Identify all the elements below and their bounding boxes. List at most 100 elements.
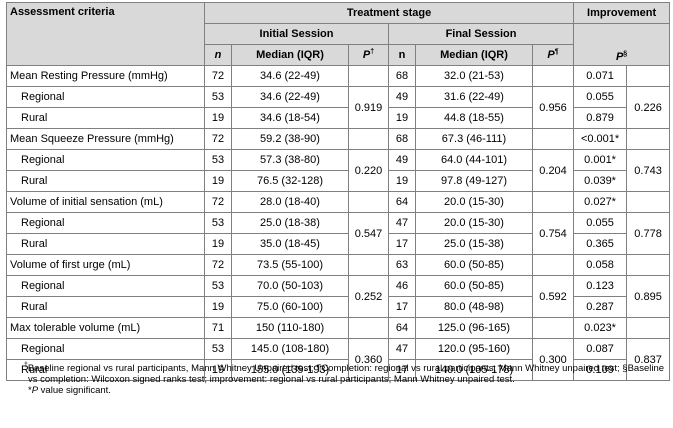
final-n-cell: 17 <box>388 296 416 318</box>
initial-n-cell: 72 <box>204 191 232 213</box>
improvement-header-text: Improvement <box>587 7 657 19</box>
table-row: Rural 19 35.0 (18-45) 17 25.0 (15-38) 0.365 <box>6 233 670 255</box>
final-p-header: P¶ <box>531 44 575 66</box>
final-median-cell: 140.0 (105-178) <box>415 359 533 381</box>
final-p-cell: 0.592 <box>531 275 575 318</box>
initial-n-cell: 19 <box>204 107 232 129</box>
table-row: Max tolerable volume (mL) 71 150 (110-180)… <box>6 317 671 339</box>
criteria-label: Volume of first urge (mL) <box>6 254 205 276</box>
initial-n-cell: 53 <box>204 275 232 297</box>
table-row: Regional 53 25.0 (18-38) 0.547 47 20.0 (15-30… <box>6 212 671 255</box>
initial-p-cell: 0.252 <box>348 275 389 318</box>
final-n-cell: 47 <box>388 338 416 360</box>
results-table: Assessment criteria Treatment stage Impr… <box>6 2 671 381</box>
final-p-blank <box>531 65 575 87</box>
final-p-cell: 0.754 <box>531 212 575 255</box>
table-row: Mean Resting Pressure (mmHg) 72 34.6 (22-4… <box>6 65 671 87</box>
improvement-p-cell: 0.879 <box>573 107 628 129</box>
table-container: Assessment criteria Treatment stage Impr… <box>6 2 671 381</box>
table-row: Rural 19 34.6 (18-54) 19 44.8 (18-55) 0.879 <box>6 107 670 129</box>
initial-p-blank <box>348 128 389 150</box>
criteria-label: Max tolerable volume (mL) <box>6 317 205 339</box>
footnotes: †Baseline regional vs rural participants… <box>8 361 668 396</box>
initial-median-cell: 34.6 (22-49) <box>231 86 349 108</box>
initial-n-cell: 19 <box>204 170 232 192</box>
final-median-cell: 60.0 (50-85) <box>415 254 533 276</box>
improvement-group-blank <box>626 65 671 87</box>
improvement-p-cell: 0.365 <box>573 233 628 255</box>
improvement-p-letter: P <box>615 51 624 63</box>
final-p-blank <box>531 128 575 150</box>
final-n-cell: 17 <box>388 233 416 255</box>
footnote-mark: † <box>24 361 28 369</box>
initial-median-cell: 73.5 (55-100) <box>231 254 349 276</box>
initial-n-cell: 53 <box>204 149 232 171</box>
initial-median-cell: 70.0 (50-103) <box>231 275 349 297</box>
initial-p-blank <box>348 191 389 213</box>
final-p-mark: ¶ <box>554 48 559 56</box>
initial-n-cell: 53 <box>204 212 232 234</box>
final-median-cell: 125.0 (96-165) <box>415 317 533 339</box>
initial-n-cell: 72 <box>204 65 232 87</box>
final-p-blank <box>531 317 575 339</box>
improvement-p-cell: 0.023* <box>573 317 628 339</box>
final-median-cell: 97.8 (49-127) <box>415 170 533 192</box>
table-row: Regional 53 145.0 (108-180) 0.360 47 120.0 (9… <box>6 338 671 381</box>
improvement-group-blank <box>626 254 671 276</box>
initial-median-cell: 155.0 (139-193) <box>231 359 349 381</box>
initial-p-mark: † <box>370 48 375 56</box>
final-median-cell: 64.0 (44-101) <box>415 149 533 171</box>
improvement-header: Improvement <box>573 2 671 24</box>
initial-median-cell: 75.0 (60-100) <box>231 296 349 318</box>
initial-median-cell: 35.0 (18-45) <box>231 233 349 255</box>
final-median-cell: 20.0 (15-30) <box>415 191 533 213</box>
table-row: Volume of first urge (mL) 72 73.5 (55-100)… <box>6 254 671 276</box>
initial-median-text: Median (IQR) <box>256 49 324 61</box>
final-median-cell: 80.0 (48-98) <box>415 296 533 318</box>
criteria-label: Regional <box>6 86 205 108</box>
table-body: Mean Resting Pressure (mmHg) 72 34.6 (22-4… <box>6 65 671 381</box>
final-median-cell: 44.8 (18-55) <box>415 107 533 129</box>
initial-median-cell: 25.0 (18-38) <box>231 212 349 234</box>
final-median-cell: 20.0 (15-30) <box>415 212 533 234</box>
final-median-cell: 25.0 (15-38) <box>415 233 533 255</box>
initial-session-header: Initial Session <box>204 23 389 45</box>
final-median-header: Median (IQR) <box>415 44 533 66</box>
footnote-star: * <box>28 385 32 396</box>
initial-n-cell: 19 <box>204 296 232 318</box>
final-n-cell: 68 <box>388 65 416 87</box>
initial-median-cell: 34.6 (18-54) <box>231 107 349 129</box>
improvement-p-cell: 0.287 <box>573 296 628 318</box>
final-n-cell: 68 <box>388 128 416 150</box>
initial-median-cell: 150 (110-180) <box>231 317 349 339</box>
initial-median-cell: 57.3 (38-80) <box>231 149 349 171</box>
final-p-blank <box>531 254 575 276</box>
improvement-group-p-cell: 0.837 <box>626 338 671 381</box>
criteria-header: Assessment criteria <box>6 2 205 66</box>
initial-median-cell: 34.6 (22-49) <box>231 65 349 87</box>
final-session-header: Final Session <box>387 23 575 45</box>
improvement-p-cell: <0.001* <box>573 128 628 150</box>
improvement-p-cell: 0.109 <box>573 359 628 381</box>
footnote-significance: *P value significant. <box>8 385 668 396</box>
improvement-group-blank <box>626 191 671 213</box>
criteria-label: Mean Squeeze Pressure (mmHg) <box>6 128 205 150</box>
improvement-p-cell: 0.001* <box>573 149 628 171</box>
initial-p-header: P† <box>348 44 389 66</box>
final-median-cell: 120.0 (95-160) <box>415 338 533 360</box>
criteria-header-text: Assessment criteria <box>10 6 115 18</box>
improvement-p-cell: 0.055 <box>573 212 628 234</box>
improvement-p-cell: 0.071 <box>573 65 628 87</box>
final-n-cell: 47 <box>388 212 416 234</box>
improvement-p-header: P§ <box>573 23 671 66</box>
initial-median-cell: 28.0 (18-40) <box>231 191 349 213</box>
final-n-header: n <box>388 44 416 66</box>
final-p-cell: 0.956 <box>531 86 575 129</box>
initial-n-header: n <box>204 44 232 66</box>
final-median-cell: 32.0 (21-53) <box>415 65 533 87</box>
improvement-p-cell: 0.087 <box>573 338 628 360</box>
final-session-text: Final Session <box>445 28 517 40</box>
improvement-group-blank <box>626 317 671 339</box>
final-p-blank <box>531 191 575 213</box>
final-p-cell: 0.204 <box>531 149 575 192</box>
